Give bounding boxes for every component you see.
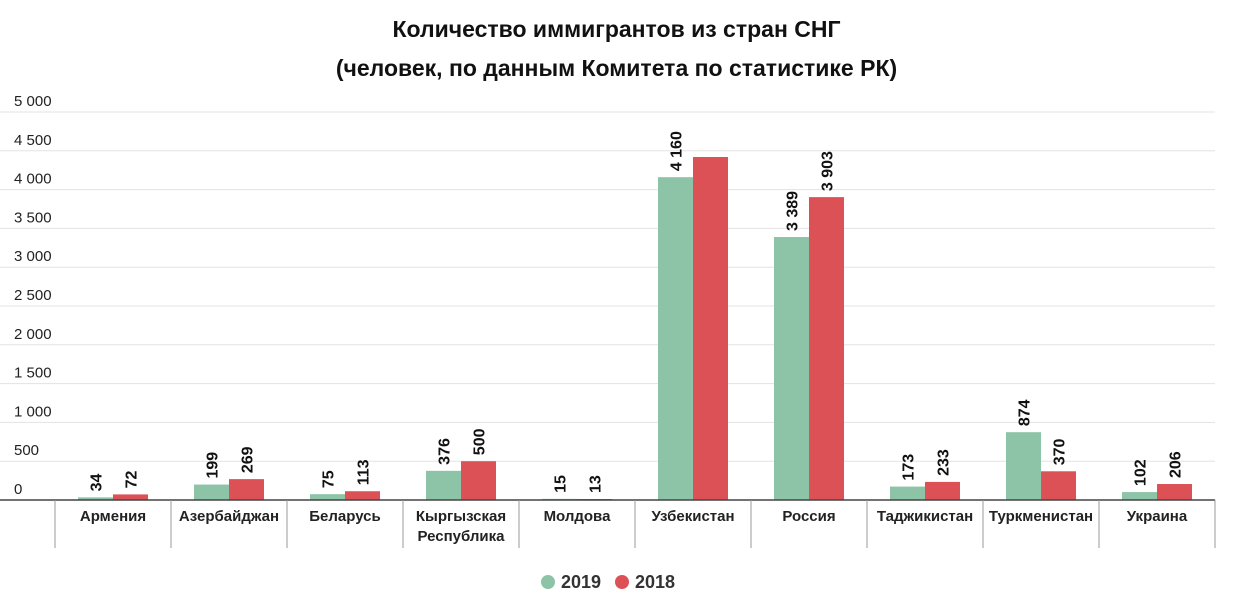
x-tick-label: Молдова [544, 508, 612, 525]
x-tick-label: Россия [782, 508, 835, 525]
data-label: 233 [936, 449, 953, 476]
bar-2018 [461, 461, 496, 500]
x-tick-label: Таджикистан [877, 508, 973, 525]
y-tick-label: 500 [14, 442, 39, 459]
y-tick-label: 0 [14, 481, 22, 498]
data-label: 3 389 [785, 191, 802, 231]
bar-2019 [774, 237, 809, 500]
data-label: 3 903 [820, 151, 837, 191]
x-tick-label: Беларусь [309, 508, 381, 525]
data-label: 102 [1133, 459, 1150, 486]
y-tick-label: 1 500 [14, 365, 52, 382]
bar-2018 [1157, 484, 1192, 500]
bar-2018 [925, 481, 960, 500]
data-label: 874 [1017, 399, 1034, 426]
bar-2019 [78, 497, 113, 500]
bar-2018 [345, 491, 380, 500]
bar-2018 [693, 157, 728, 500]
data-label: 500 [472, 428, 489, 455]
x-tick-label: Азербайджан [179, 508, 279, 525]
data-label: 72 [124, 471, 141, 489]
chart-subtitle: (человек, по данным Комитета по статисти… [335, 55, 898, 81]
chart-title: Количество иммигрантов из стран СНГ [392, 16, 841, 42]
x-tick-label: Республика [417, 528, 505, 545]
bar-2018 [1041, 471, 1076, 500]
bar-2019 [310, 494, 345, 500]
y-tick-label: 2 500 [14, 287, 52, 304]
y-tick-label: 2 000 [14, 326, 52, 343]
bar-2019 [658, 177, 693, 500]
data-label: 269 [240, 446, 257, 473]
bar-2018 [229, 479, 264, 500]
legend-marker-2018 [615, 575, 629, 589]
data-label: 376 [437, 438, 454, 465]
bar-2018 [113, 494, 148, 500]
y-tick-label: 1 000 [14, 403, 52, 420]
bar-2019 [1122, 492, 1157, 500]
y-tick-label: 3 000 [14, 248, 52, 265]
data-label: 199 [205, 452, 222, 479]
data-label: 173 [901, 454, 918, 481]
data-label: 75 [321, 470, 338, 488]
x-tick-label: Армения [80, 508, 146, 525]
y-tick-label: 3 500 [14, 209, 52, 226]
bar-2018 [809, 197, 844, 500]
data-label: 34 [89, 473, 106, 491]
legend-label: 2018 [635, 572, 675, 592]
bar-2019 [890, 486, 925, 500]
data-label: 15 [553, 475, 570, 493]
x-tick-label: Туркменистан [989, 508, 1093, 525]
x-tick-label: Украина [1127, 508, 1188, 525]
data-label: 13 [588, 475, 605, 493]
y-tick-label: 5 000 [14, 93, 52, 110]
data-label: 4 160 [669, 131, 686, 171]
bar-2019 [426, 470, 461, 500]
bar-2019 [194, 484, 229, 500]
legend-label: 2019 [561, 572, 601, 592]
data-label: 370 [1052, 438, 1069, 465]
legend-marker-2019 [541, 575, 555, 589]
bar-2019 [1006, 432, 1041, 500]
y-tick-label: 4 500 [14, 132, 52, 149]
x-tick-label: Кыргызская [416, 508, 506, 525]
y-tick-label: 4 000 [14, 171, 52, 188]
data-label: 206 [1168, 451, 1185, 478]
data-label: 113 [356, 459, 373, 485]
x-tick-label: Узбекистан [651, 508, 734, 525]
